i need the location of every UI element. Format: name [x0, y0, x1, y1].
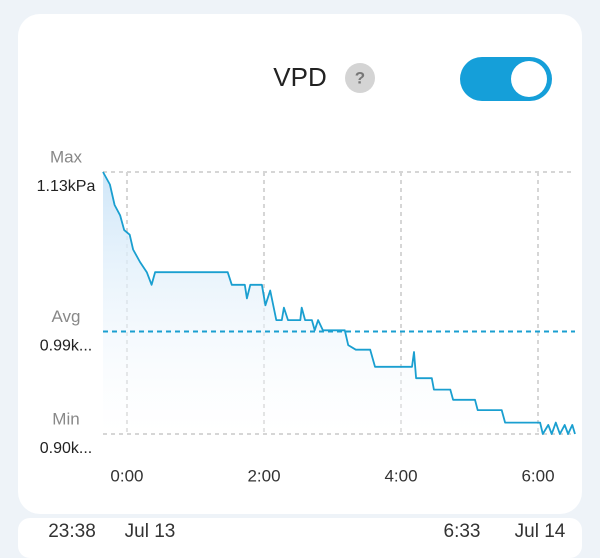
- page: {"chart_data": {"type": "line", "title":…: [18, 14, 582, 558]
- y-tick-label: 1.13kPa: [37, 178, 96, 195]
- y-tick-name: Min: [52, 409, 79, 428]
- line: [102, 171, 576, 435]
- range-start-date: Jul 13: [125, 521, 176, 542]
- y-tick-name: Avg: [52, 307, 81, 326]
- toggle[interactable]: [460, 57, 552, 101]
- area: [103, 172, 575, 434]
- x-tick-label: 2:00: [247, 466, 280, 485]
- x-tick-label: 6:00: [521, 466, 554, 485]
- chart: VPD ? 23:38 Jul 13 6:33 Jul 14 0:00 2:00 4…: [37, 57, 576, 542]
- range-end-time: 6:33: [444, 521, 481, 542]
- y-tick-label: 0.90k...: [40, 440, 92, 457]
- range-start-time: 23:38: [48, 521, 96, 542]
- x-tick-label: 0:00: [110, 466, 143, 485]
- help-icon-text: ?: [355, 68, 365, 87]
- y-tick-name: Max: [50, 147, 83, 166]
- toggle-knob: [511, 61, 547, 97]
- x-tick-label: 4:00: [384, 466, 417, 485]
- y-tick-label: 0.99k...: [40, 338, 92, 355]
- range-end-date: Jul 14: [515, 521, 566, 542]
- chart-title: VPD: [273, 62, 326, 92]
- help-icon[interactable]: [345, 63, 375, 93]
